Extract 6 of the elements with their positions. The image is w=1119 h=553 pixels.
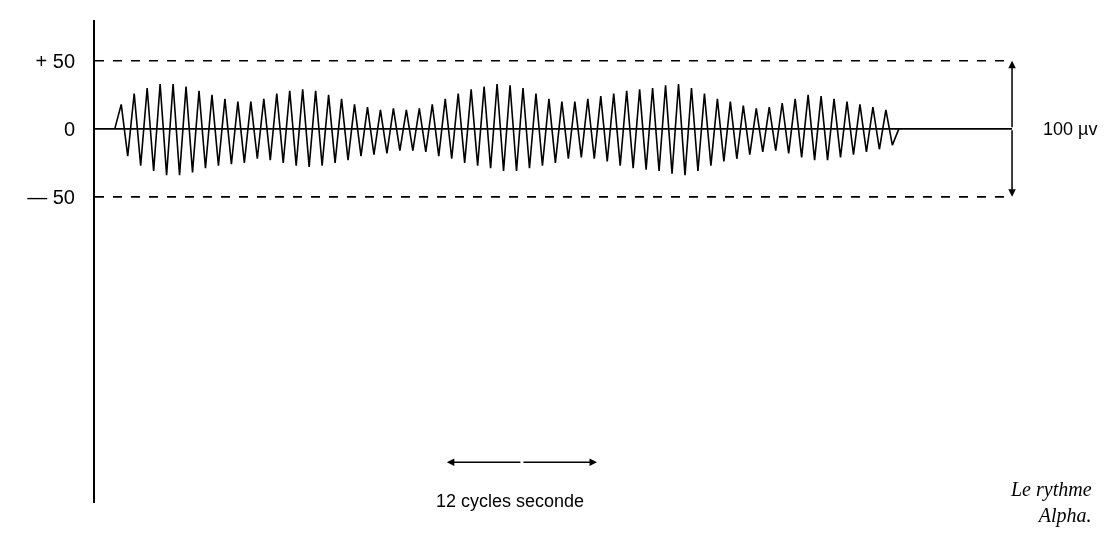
text: 100 µv <box>1043 119 1098 139</box>
y-tick-label: + 50 <box>35 49 75 72</box>
annotation: 12 cycles seconde <box>436 491 585 511</box>
y-tick-label: — 50 <box>27 185 75 208</box>
text: Le rythme Alpha. <box>1010 478 1092 527</box>
y-tick-label: 0 <box>63 117 75 140</box>
